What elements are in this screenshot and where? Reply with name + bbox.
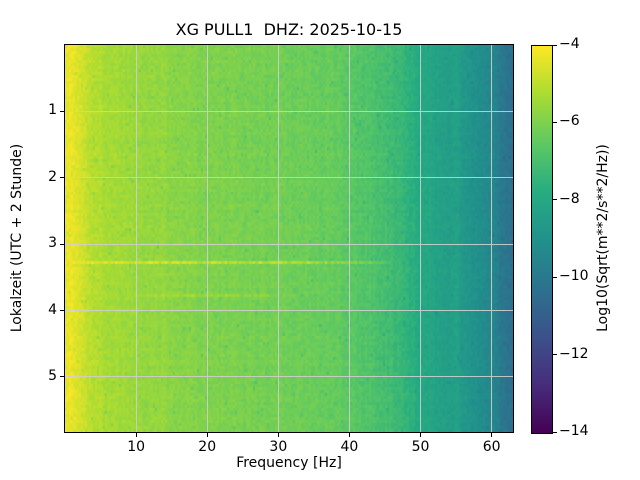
x-axis-label: Frequency [Hz] <box>236 455 342 471</box>
x-tick-label: 60 <box>482 439 501 455</box>
gridline-horizontal <box>65 243 513 245</box>
colorbar-tick-mark <box>553 354 557 356</box>
y-tick-label: 3 <box>48 235 57 252</box>
colorbar-tick-label: −10 <box>559 268 589 285</box>
y-tick-mark <box>60 110 64 112</box>
y-tick-mark <box>60 310 64 312</box>
x-tick-label: 10 <box>127 439 146 455</box>
x-tick-mark <box>420 433 422 437</box>
y-tick-label: 5 <box>48 367 57 384</box>
gridline-vertical <box>206 45 208 432</box>
gridline-vertical <box>135 45 137 432</box>
colorbar-tick-label: −12 <box>559 345 589 362</box>
colorbar-tick-label: −14 <box>559 423 589 439</box>
colorbar-tick-mark <box>553 276 557 278</box>
x-tick-label: 50 <box>411 439 430 455</box>
chart-title: XG PULL1 DHZ: 2025-10-15 <box>175 20 403 39</box>
y-tick-label: 1 <box>48 102 57 119</box>
gridline-horizontal <box>65 376 513 378</box>
y-tick-mark <box>60 376 64 378</box>
x-tick-label: 30 <box>269 439 288 455</box>
y-axis-label: Lokalzeit (UTC + 2 Stunde) <box>9 143 25 333</box>
gridline-horizontal <box>65 310 513 312</box>
spectrogram-heatmap <box>65 45 513 432</box>
x-tick-mark <box>135 433 137 437</box>
x-tick-mark <box>491 433 493 437</box>
x-tick-mark <box>348 433 350 437</box>
plot-area <box>64 44 514 433</box>
gridline-horizontal <box>65 110 513 112</box>
gridline-horizontal <box>65 177 513 179</box>
y-tick-label: 2 <box>48 168 57 185</box>
colorbar-tick-label: −6 <box>559 113 580 130</box>
colorbar-tick-label: −8 <box>559 190 580 207</box>
colorbar-tick-mark <box>553 121 557 123</box>
colorbar-tick-mark <box>553 44 557 46</box>
x-tick-mark <box>206 433 208 437</box>
colorbar-label: Log10(Sqrt(m**2/s**2/Hz)) <box>595 144 611 332</box>
y-tick-label: 4 <box>48 301 57 318</box>
colorbar <box>531 45 553 434</box>
colorbar-tick-mark <box>553 431 557 433</box>
gridline-vertical <box>277 45 279 432</box>
x-tick-label: 20 <box>198 439 217 455</box>
x-tick-mark <box>277 433 279 437</box>
x-tick-label: 40 <box>340 439 359 455</box>
gridline-vertical <box>491 45 493 432</box>
colorbar-tick-mark <box>553 199 557 201</box>
colorbar-tick-label: −4 <box>559 36 580 52</box>
y-tick-mark <box>60 243 64 245</box>
y-tick-mark <box>60 177 64 179</box>
gridline-vertical <box>348 45 350 432</box>
gridline-vertical <box>420 45 422 432</box>
